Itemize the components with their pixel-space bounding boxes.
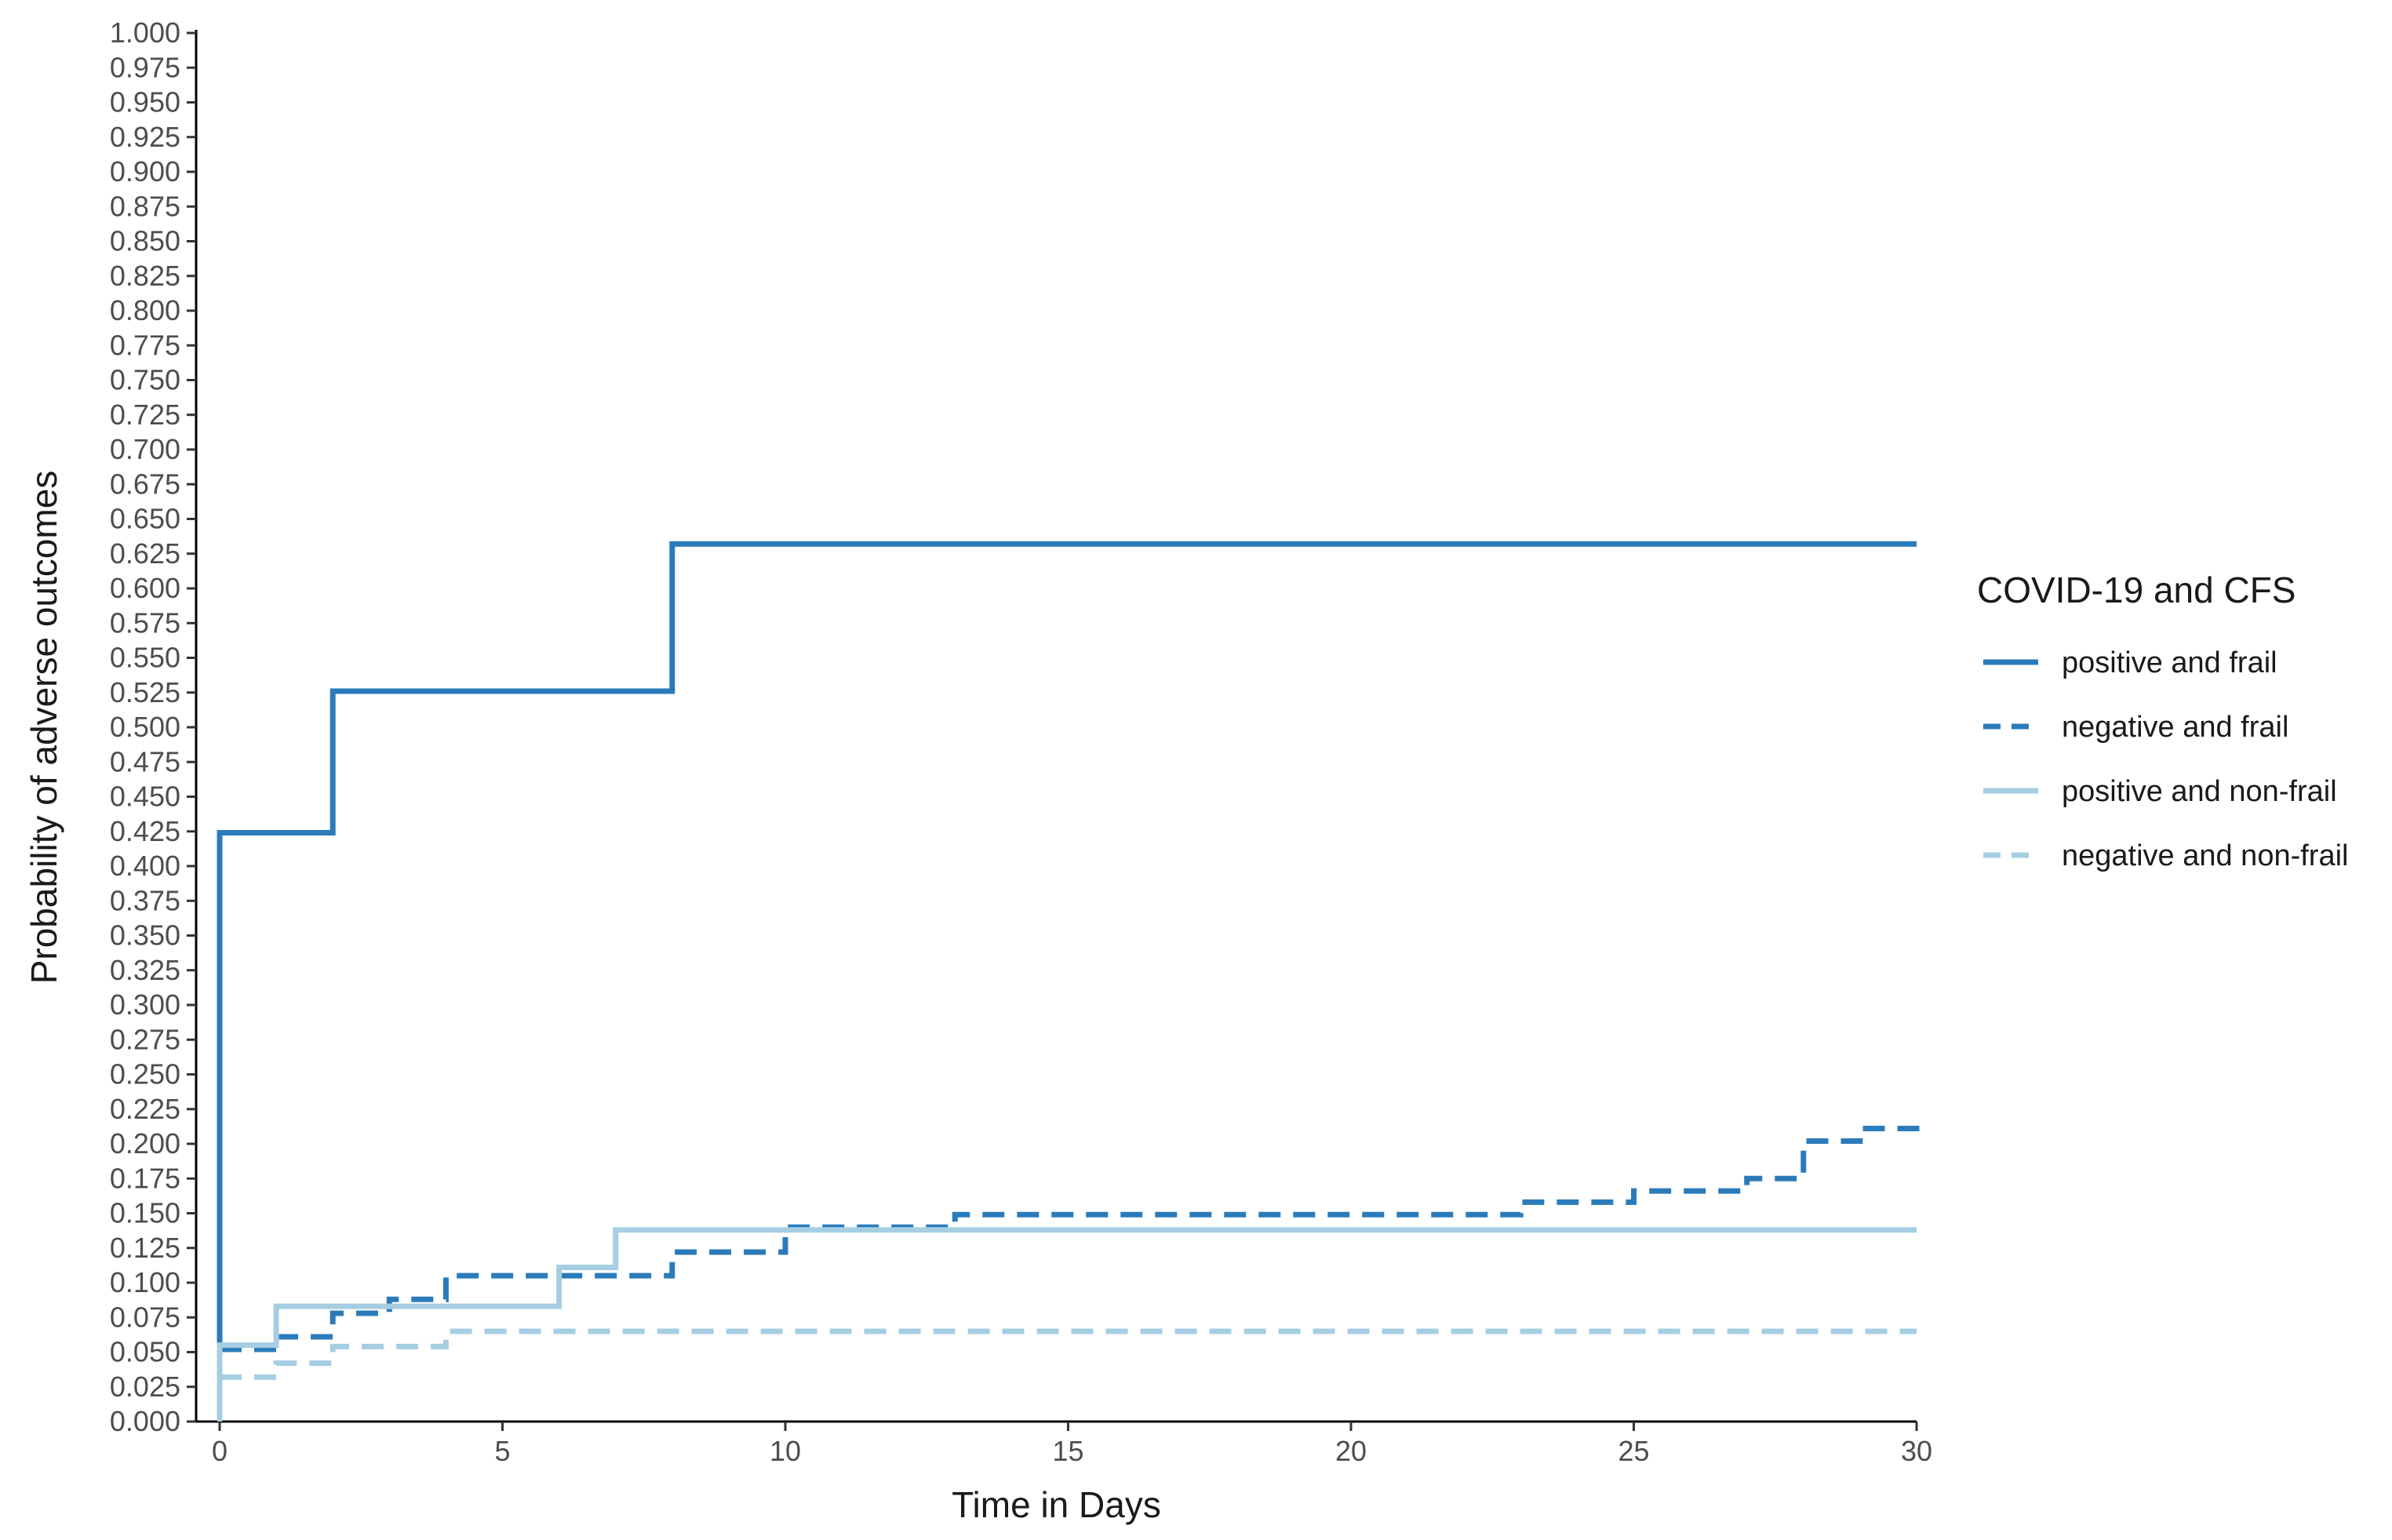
y-tick-label: 0.150 <box>110 1197 180 1229</box>
y-axis-title: Probability of adverse outcomes <box>24 471 64 985</box>
y-tick-label: 0.100 <box>110 1266 180 1298</box>
y-tick-label: 0.075 <box>110 1301 180 1333</box>
x-tick-label: 25 <box>1618 1435 1649 1467</box>
y-tick-label: 0.500 <box>110 711 180 743</box>
legend-label-4: negative and non-frail <box>2062 839 2348 872</box>
y-tick-label: 0.025 <box>110 1371 180 1403</box>
series-line-2 <box>220 1123 1920 1353</box>
y-tick-label: 0.450 <box>110 781 180 813</box>
legend-label-1: positive and frail <box>2062 646 2277 679</box>
y-tick-label: 1.000 <box>110 16 180 49</box>
x-tick-label: 20 <box>1335 1435 1367 1467</box>
y-tick-label: 0.525 <box>110 676 180 708</box>
x-tick-label: 30 <box>1901 1435 1932 1467</box>
y-tick-label: 0.800 <box>110 294 180 326</box>
y-tick-label: 0.375 <box>110 884 180 916</box>
y-tick-label: 0.825 <box>110 260 180 292</box>
y-tick-label: 0.275 <box>110 1023 180 1055</box>
y-tick-label: 0.750 <box>110 364 180 396</box>
y-tick-label: 0.325 <box>110 954 180 986</box>
y-tick-label: 0.725 <box>110 399 180 431</box>
y-tick-label: 0.900 <box>110 155 180 187</box>
y-tick-label: 0.175 <box>110 1162 180 1194</box>
x-tick-label: 0 <box>212 1435 228 1467</box>
y-tick-label: 0.650 <box>110 503 180 535</box>
y-tick-label: 0.350 <box>110 919 180 952</box>
y-tick-label: 0.975 <box>110 51 180 83</box>
y-axis: 0.0000.0250.0500.0750.1000.1250.1500.175… <box>110 16 198 1437</box>
x-tick-label: 5 <box>494 1435 510 1467</box>
y-tick-label: 0.125 <box>110 1232 180 1264</box>
y-tick-label: 0.775 <box>110 329 180 361</box>
y-tick-label: 0.475 <box>110 745 180 777</box>
legend: COVID-19 and CFS positive and frail negat… <box>1977 570 2348 872</box>
y-tick-label: 0.550 <box>110 642 180 674</box>
series-line-1 <box>217 541 1917 1422</box>
y-tick-label: 0.200 <box>110 1127 180 1160</box>
y-tick-label: 0.950 <box>110 86 180 118</box>
x-axis: 0 5 10 15 20 25 30 <box>196 1420 1932 1467</box>
y-tick-label: 0.600 <box>110 572 180 604</box>
series-line-4 <box>220 1328 1917 1380</box>
y-tick-label: 0.875 <box>110 190 180 222</box>
series-layer <box>217 541 1920 1422</box>
y-tick-label: 0.925 <box>110 121 180 153</box>
x-axis-title: Time in Days <box>952 1484 1161 1525</box>
legend-label-3: positive and non-frail <box>2062 775 2337 808</box>
y-tick-label: 0.000 <box>110 1405 180 1437</box>
y-tick-label: 0.050 <box>110 1336 180 1368</box>
y-tick-label: 0.625 <box>110 537 180 570</box>
x-tick-label: 15 <box>1052 1435 1083 1467</box>
y-tick-label: 0.225 <box>110 1093 180 1125</box>
y-tick-label: 0.675 <box>110 468 180 500</box>
legend-label-2: negative and frail <box>2062 711 2288 744</box>
y-tick-label: 0.400 <box>110 850 180 882</box>
legend-title: COVID-19 and CFS <box>1977 570 2296 610</box>
y-tick-label: 0.425 <box>110 815 180 847</box>
y-tick-label: 0.850 <box>110 225 180 257</box>
y-tick-label: 0.300 <box>110 988 180 1021</box>
y-tick-label: 0.575 <box>110 606 180 639</box>
x-tick-label: 10 <box>770 1435 801 1467</box>
y-tick-label: 0.700 <box>110 433 180 465</box>
series-line-3 <box>217 1227 1917 1422</box>
y-tick-label: 0.250 <box>110 1058 180 1090</box>
